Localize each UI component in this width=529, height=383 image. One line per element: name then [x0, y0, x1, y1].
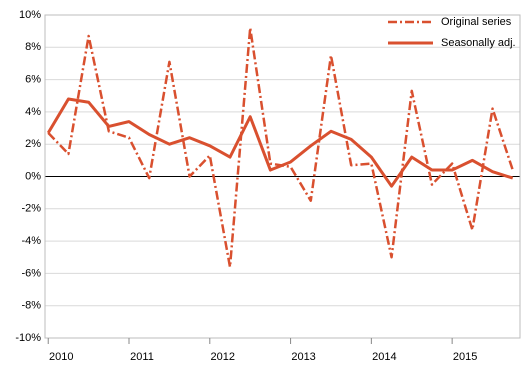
x-tick-label: 2011	[130, 351, 154, 363]
y-tick-label: 2%	[25, 138, 41, 150]
x-tick-label: 2012	[211, 351, 235, 363]
y-tick-label: 0%	[25, 170, 41, 182]
y-tick-label: 8%	[25, 41, 41, 53]
y-tick-label: 6%	[25, 74, 41, 86]
plot-frame	[44, 14, 521, 339]
y-tick-label: -6%	[21, 267, 41, 279]
y-tick-label: -8%	[21, 300, 41, 312]
x-tick-label: 2014	[372, 351, 396, 363]
legend-label: Original series	[441, 16, 512, 28]
y-tick-label: 10%	[19, 9, 41, 21]
y-tick-label: 4%	[25, 106, 41, 118]
legend-label: Seasonally adj.	[441, 37, 516, 49]
series-line	[47, 26, 514, 269]
y-tick-label: -4%	[21, 235, 41, 247]
x-tick-label: 2015	[453, 351, 477, 363]
y-tick-label: -2%	[21, 203, 41, 215]
x-tick-label: 2013	[291, 351, 315, 363]
series-line	[46, 97, 514, 188]
y-tick-label: -10%	[15, 332, 41, 344]
x-tick-label: 2010	[49, 351, 73, 363]
